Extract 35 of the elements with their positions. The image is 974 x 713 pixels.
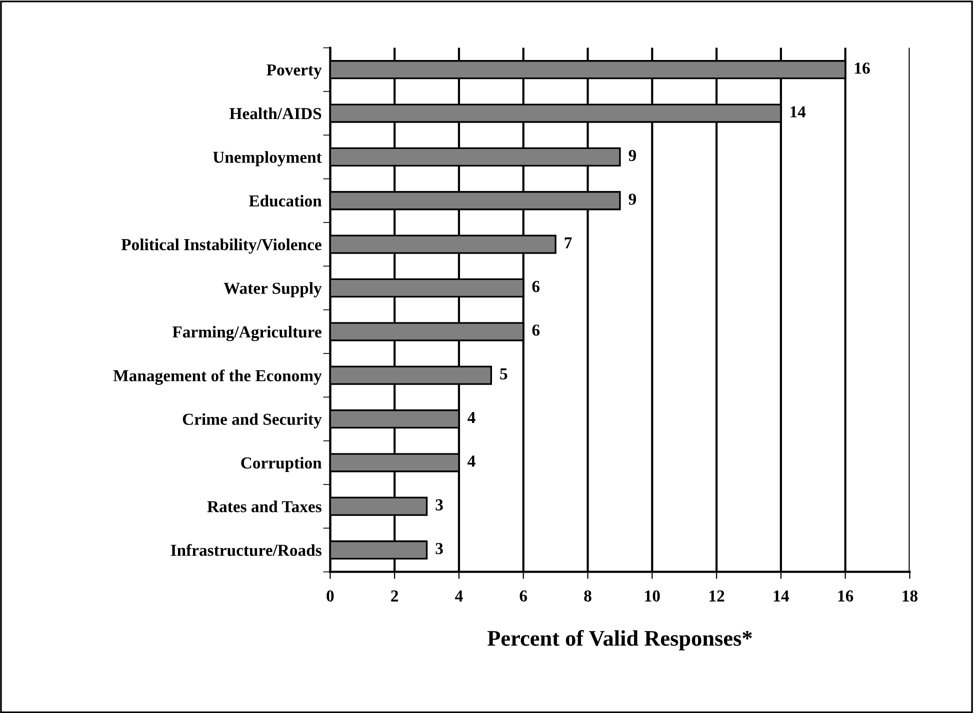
x-tick-label: 18	[902, 590, 918, 602]
y-tick-label: Poverty	[266, 64, 322, 79]
x-tick-label: 10	[645, 590, 660, 602]
data-label: 4	[468, 412, 476, 423]
data-label: 16	[854, 62, 870, 74]
x-tick-label: 2	[391, 590, 398, 602]
data-label: 4	[468, 456, 476, 467]
data-label: 5	[500, 368, 508, 380]
x-tick-label: 14	[774, 590, 789, 602]
data-label: 6	[532, 280, 540, 292]
y-tick-label: Health/AIDS	[230, 107, 322, 120]
y-tick-label: Infrastructure/Roads	[170, 544, 322, 556]
x-tick-label: 4	[455, 590, 463, 602]
y-tick-label: Unemployment	[213, 151, 322, 166]
data-label: 6	[532, 324, 540, 336]
y-tick-label: Corruption	[241, 456, 322, 472]
data-label: 7	[564, 237, 572, 248]
y-tick-label: Crime and Security	[182, 413, 322, 428]
y-tick-label: Management of the Economy	[113, 369, 322, 385]
data-label: 9	[628, 150, 636, 162]
y-tick-label: Political Instability/Violence	[121, 238, 322, 254]
data-label: 3	[436, 542, 443, 554]
data-label: 9	[628, 194, 636, 205]
data-label: 14	[790, 106, 806, 118]
x-tick-label: 8	[584, 590, 592, 602]
y-tick-label: Farming/Agriculture	[172, 326, 322, 342]
x-tick-label: 0	[326, 590, 334, 602]
y-tick-label: Water Supply	[224, 282, 322, 298]
x-axis-title: Percent of Valid Responses*	[487, 630, 752, 650]
data-label: 3	[436, 499, 443, 510]
x-tick-label: 6	[520, 590, 528, 602]
x-tick-label: 12	[710, 590, 724, 602]
y-tick-label: Education	[248, 194, 322, 207]
x-tick-label: 16	[838, 590, 854, 602]
y-tick-label: Rates and Taxes	[207, 500, 322, 512]
